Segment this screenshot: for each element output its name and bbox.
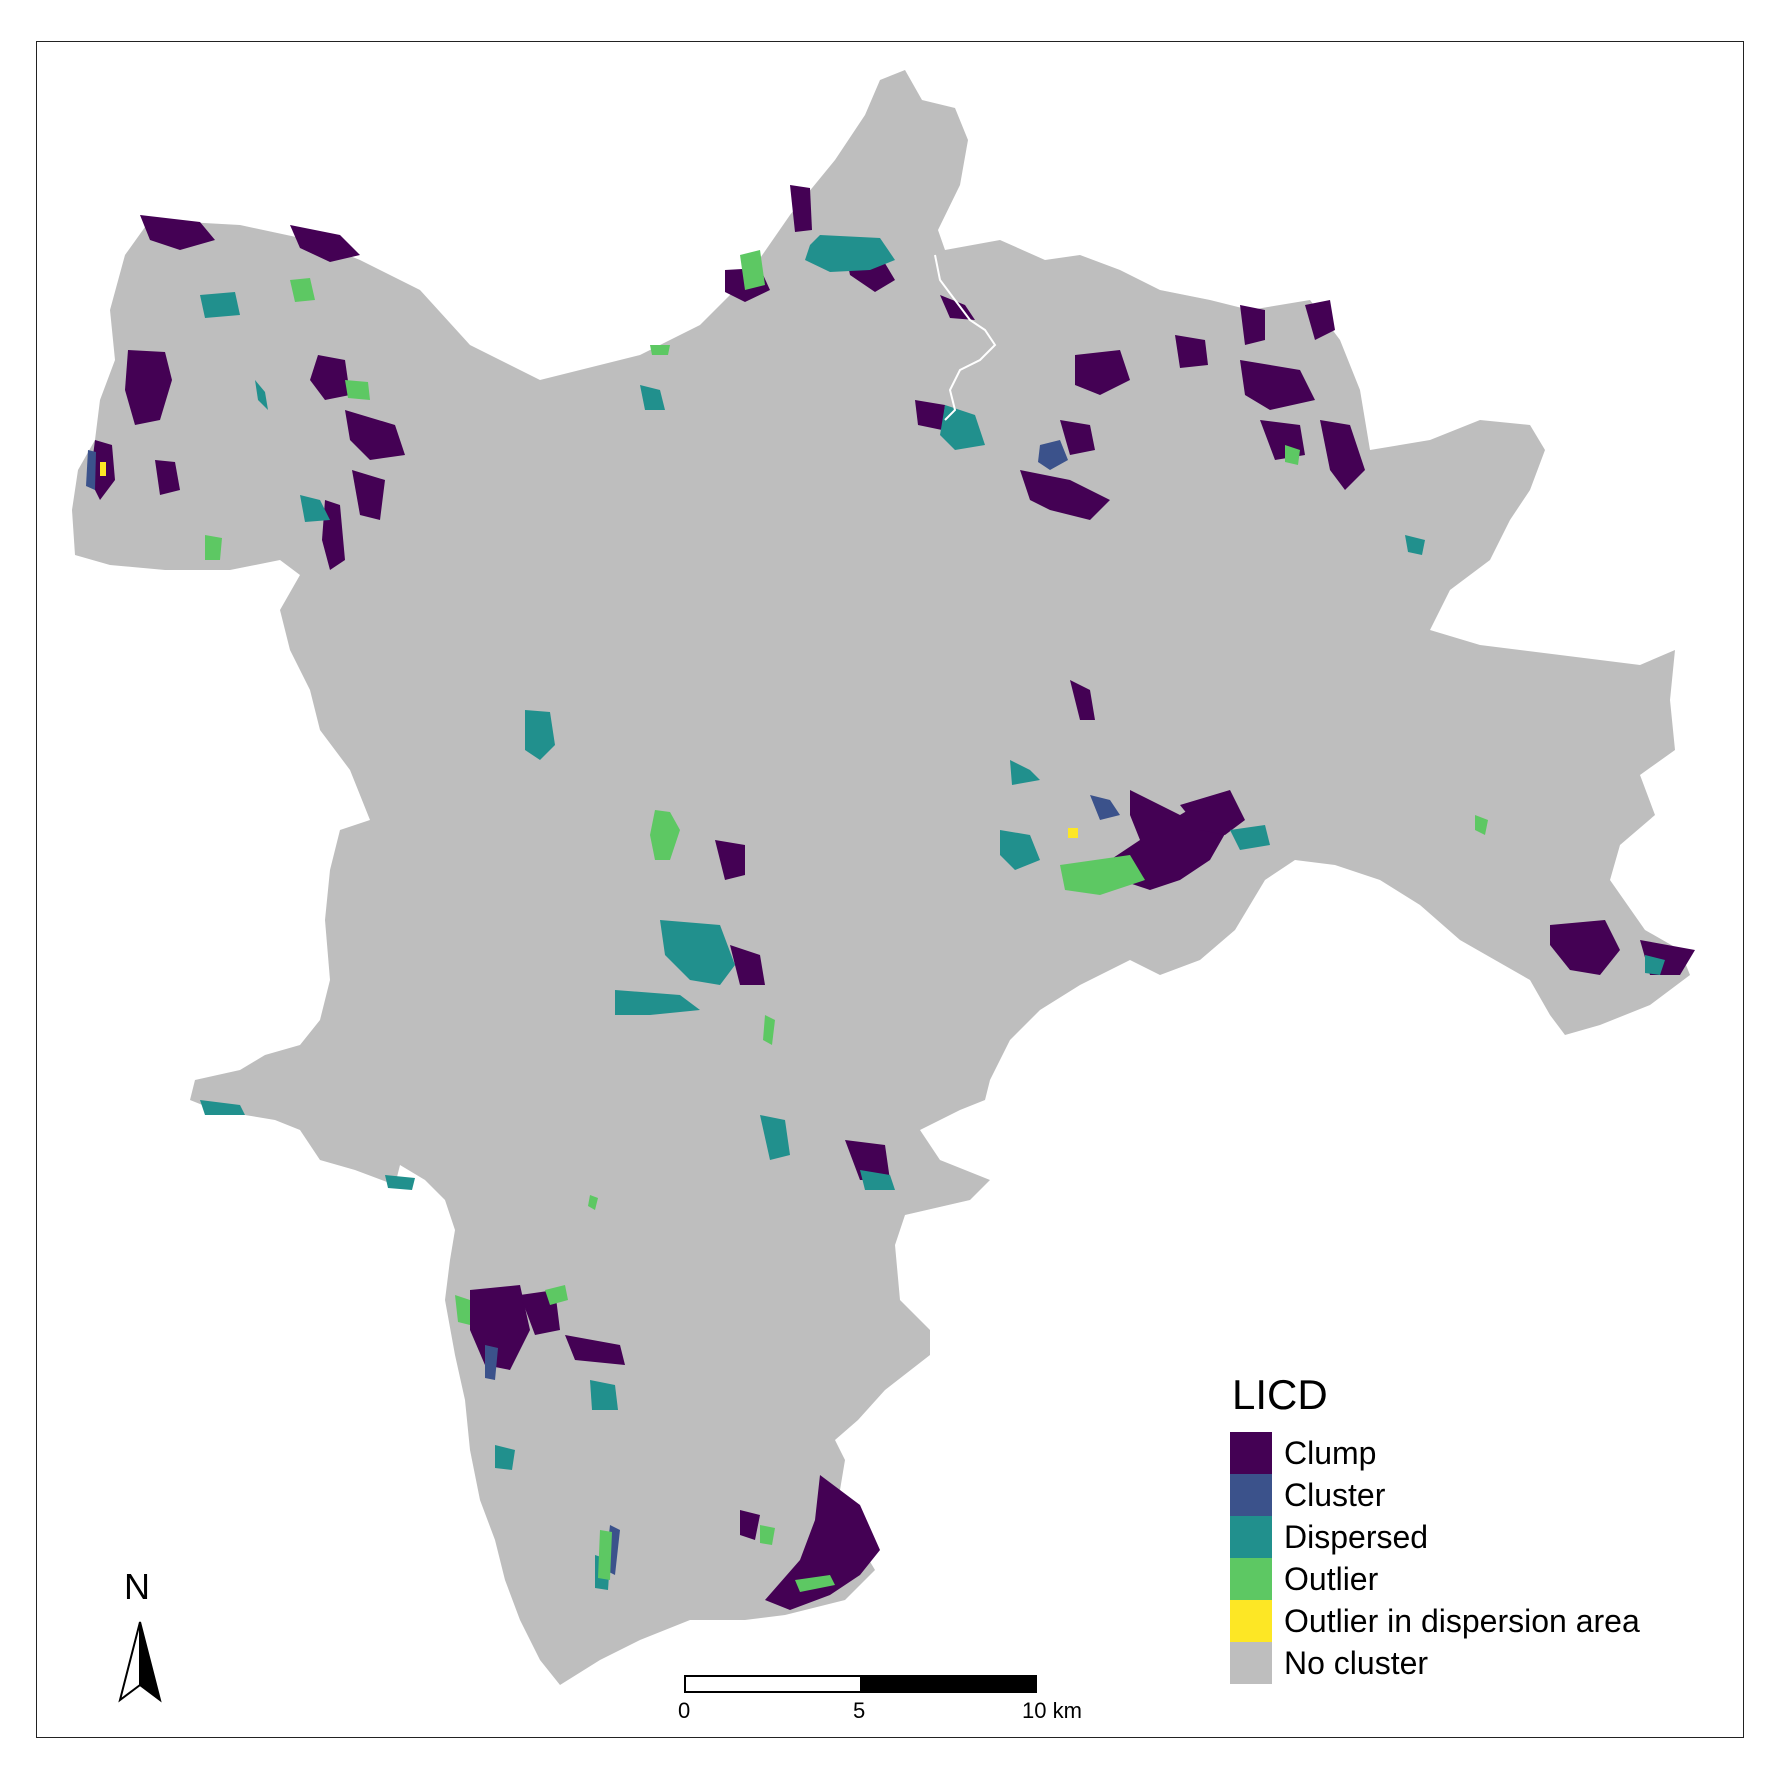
- scale-label-0: 0: [678, 1698, 691, 1723]
- legend-item-no-cluster: No cluster: [1230, 1642, 1730, 1684]
- legend-swatch-cluster: [1230, 1474, 1272, 1516]
- legend-label: Dispersed: [1284, 1518, 1429, 1555]
- dispersed-patches: [200, 235, 1665, 1590]
- map-frame: [36, 41, 1744, 1738]
- region-base: [72, 70, 1690, 1685]
- legend: LICD Clump Cluster Dispersed Outlier Out…: [1230, 1372, 1730, 1684]
- legend-item-clump: Clump: [1230, 1432, 1730, 1474]
- legend-label: Clump: [1284, 1434, 1377, 1471]
- scale-label-10km: 10 km: [1022, 1698, 1082, 1723]
- legend-item-outlier: Outlier: [1230, 1558, 1730, 1600]
- north-label: N: [124, 1566, 150, 1607]
- legend-title: LICD: [1232, 1371, 1328, 1418]
- river-line: [934, 254, 997, 421]
- north-arrow-icon: [118, 1621, 162, 1703]
- legend-label: Cluster: [1284, 1476, 1386, 1513]
- legend-swatch-no-cluster: [1230, 1642, 1272, 1684]
- legend-swatch-outlier: [1230, 1558, 1272, 1600]
- legend-label: Outlier: [1284, 1560, 1379, 1597]
- legend-item-dispersed: Dispersed: [1230, 1516, 1730, 1558]
- legend-label: No cluster: [1284, 1644, 1429, 1681]
- legend-swatch-dispersed: [1230, 1516, 1272, 1558]
- scale-label-5: 5: [853, 1698, 866, 1723]
- legend-swatch-outlier-dispersion: [1230, 1600, 1272, 1642]
- outlier-patches: [205, 250, 1488, 1592]
- legend-label: Outlier in dispersion area: [1284, 1602, 1640, 1639]
- outlier-dispersion-patches: [100, 462, 1078, 838]
- scale-bar: [684, 1675, 1037, 1693]
- legend-swatch-clump: [1230, 1432, 1272, 1474]
- legend-item-cluster: Cluster: [1230, 1474, 1730, 1516]
- legend-item-outlier-dispersion: Outlier in dispersion area: [1230, 1600, 1730, 1642]
